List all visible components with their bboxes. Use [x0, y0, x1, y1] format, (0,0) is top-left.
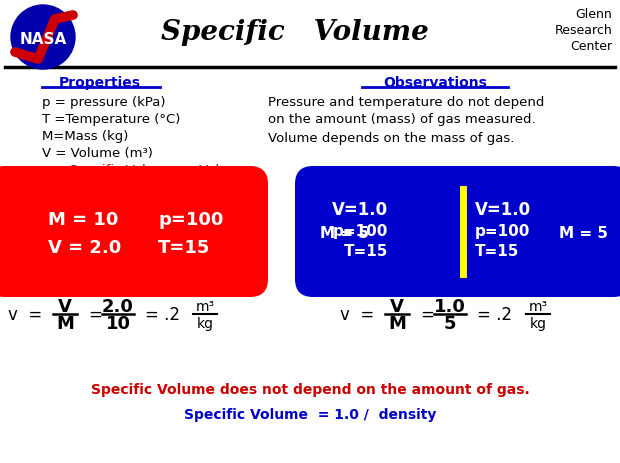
Text: p=100: p=100 [475, 224, 530, 239]
Text: 5: 5 [444, 314, 456, 332]
Text: M = 10: M = 10 [48, 211, 118, 229]
Text: Pressure and temperature do not depend: Pressure and temperature do not depend [268, 96, 544, 109]
Text: T=15: T=15 [475, 244, 520, 259]
Text: T=15: T=15 [343, 244, 388, 259]
Text: v  =: v = [8, 305, 42, 323]
Text: M = 5: M = 5 [320, 226, 369, 241]
Text: p = pressure (kPa): p = pressure (kPa) [42, 96, 166, 109]
Text: Specific   Volume: Specific Volume [161, 19, 429, 46]
Circle shape [11, 6, 75, 70]
Text: V: V [390, 297, 404, 315]
Text: =: = [420, 305, 434, 323]
Text: Glenn
Research
Center: Glenn Research Center [554, 8, 612, 53]
Text: v  =: v = [340, 305, 374, 323]
Text: p=100: p=100 [332, 224, 388, 239]
Text: V=1.0: V=1.0 [475, 200, 531, 219]
Text: M: M [56, 314, 74, 332]
Text: V=1.0: V=1.0 [332, 200, 388, 219]
Text: =: = [88, 305, 102, 323]
Text: NASA: NASA [19, 32, 66, 47]
Text: M=Mass (kg): M=Mass (kg) [42, 130, 128, 143]
Text: on the amount (mass) of gas measured.: on the amount (mass) of gas measured. [268, 113, 536, 126]
Text: V = 2.0: V = 2.0 [48, 238, 122, 257]
Text: kg: kg [197, 316, 213, 330]
Text: = .2: = .2 [145, 305, 180, 323]
Text: 2.0: 2.0 [102, 297, 134, 315]
Text: p=100: p=100 [158, 211, 223, 229]
Text: M = 5: M = 5 [559, 226, 608, 241]
Text: v = Specific Volume  = Volume: v = Specific Volume = Volume [42, 163, 249, 176]
Text: Volume depends on the mass of gas.: Volume depends on the mass of gas. [268, 131, 515, 144]
FancyBboxPatch shape [295, 167, 620, 297]
Text: kg: kg [529, 316, 546, 330]
Text: 10: 10 [105, 314, 130, 332]
Text: M: M [388, 314, 406, 332]
Text: Gas Tank A: Gas Tank A [5, 175, 91, 188]
FancyBboxPatch shape [0, 167, 268, 297]
Text: m³: m³ [528, 300, 547, 313]
Text: Specific Volume does not depend on the amount of gas.: Specific Volume does not depend on the a… [91, 382, 529, 396]
Text: Observations: Observations [383, 76, 487, 90]
Text: T=15: T=15 [158, 238, 210, 257]
Text: T =Temperature (°C): T =Temperature (°C) [42, 113, 180, 126]
Text: = .2: = .2 [477, 305, 512, 323]
Text: Specific Volume  = 1.0 /  density: Specific Volume = 1.0 / density [184, 407, 436, 421]
Text: Gas Tank B: Gas Tank B [529, 175, 615, 188]
Text: V = Volume (m³): V = Volume (m³) [42, 147, 153, 160]
Text: V: V [58, 297, 72, 315]
Text: Properties: Properties [59, 76, 141, 90]
Text: m³: m³ [195, 300, 215, 313]
Text: 1.0: 1.0 [434, 297, 466, 315]
Text: Mass: Mass [205, 179, 238, 192]
